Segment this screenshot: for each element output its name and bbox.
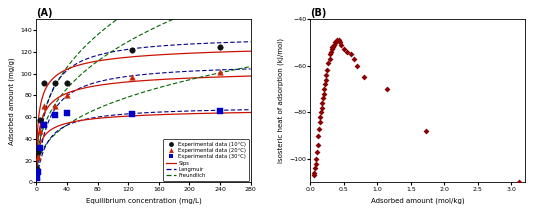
Point bbox=[318, 106, 326, 109]
Point bbox=[128, 112, 136, 116]
Point bbox=[319, 92, 328, 95]
Point bbox=[36, 130, 44, 133]
Point bbox=[333, 38, 342, 42]
Y-axis label: Isosteric heat of adsorption (kJ/mol): Isosteric heat of adsorption (kJ/mol) bbox=[277, 38, 284, 163]
X-axis label: Equilibrium concentration (mg/L): Equilibrium concentration (mg/L) bbox=[86, 197, 201, 204]
Point bbox=[319, 97, 327, 100]
Point bbox=[318, 101, 327, 105]
Point bbox=[313, 143, 322, 147]
Point bbox=[33, 174, 42, 178]
Y-axis label: Adsorbed amount (mg/g): Adsorbed amount (mg/g) bbox=[9, 57, 15, 145]
Point bbox=[314, 134, 322, 137]
Point bbox=[128, 75, 136, 78]
Point bbox=[328, 45, 337, 49]
Point bbox=[328, 48, 336, 51]
Point bbox=[316, 120, 324, 123]
Point bbox=[51, 82, 60, 85]
Point bbox=[329, 43, 338, 46]
Point bbox=[336, 41, 344, 44]
Point bbox=[33, 168, 42, 171]
Legend: Experimental data (10°C), Experimental data (20°C), Experimental data (30°C), Si: Experimental data (10°C), Experimental d… bbox=[163, 139, 249, 181]
Point bbox=[36, 119, 44, 122]
Point bbox=[33, 176, 42, 180]
Point bbox=[316, 115, 325, 119]
Point bbox=[326, 52, 335, 56]
Point bbox=[51, 113, 60, 117]
Point bbox=[332, 41, 340, 44]
Point bbox=[310, 174, 318, 177]
Point bbox=[321, 83, 329, 86]
Point bbox=[310, 172, 319, 175]
Point bbox=[515, 181, 523, 184]
Point bbox=[323, 69, 332, 72]
Point bbox=[315, 127, 324, 130]
Point bbox=[317, 111, 325, 114]
X-axis label: Adsorbed amount (mol/kg): Adsorbed amount (mol/kg) bbox=[371, 197, 464, 204]
Text: (B): (B) bbox=[310, 8, 327, 18]
Point bbox=[340, 48, 348, 51]
Point bbox=[63, 82, 71, 85]
Point bbox=[216, 109, 224, 112]
Point bbox=[383, 87, 392, 91]
Point bbox=[329, 45, 337, 49]
Point bbox=[346, 52, 355, 56]
Point bbox=[321, 78, 330, 81]
Point bbox=[350, 57, 358, 60]
Point bbox=[39, 105, 48, 108]
Point bbox=[311, 162, 320, 166]
Point bbox=[327, 50, 335, 53]
Point bbox=[216, 46, 224, 49]
Point bbox=[36, 146, 44, 149]
Point bbox=[343, 50, 351, 53]
Point bbox=[63, 94, 71, 97]
Point bbox=[320, 87, 329, 91]
Point bbox=[326, 57, 334, 60]
Point bbox=[421, 129, 430, 133]
Point bbox=[322, 73, 330, 77]
Point bbox=[353, 64, 361, 67]
Point bbox=[39, 82, 48, 85]
Point bbox=[128, 48, 136, 51]
Point bbox=[331, 41, 340, 44]
Point bbox=[34, 156, 42, 159]
Point bbox=[216, 71, 224, 74]
Text: (A): (A) bbox=[36, 8, 53, 18]
Point bbox=[312, 158, 321, 161]
Point bbox=[337, 43, 345, 46]
Point bbox=[324, 62, 333, 65]
Point bbox=[63, 111, 71, 114]
Point bbox=[51, 105, 60, 108]
Point bbox=[334, 38, 343, 42]
Point bbox=[39, 123, 48, 126]
Point bbox=[311, 167, 319, 170]
Point bbox=[360, 76, 368, 79]
Point bbox=[34, 170, 42, 173]
Point bbox=[313, 151, 321, 154]
Point bbox=[34, 150, 42, 154]
